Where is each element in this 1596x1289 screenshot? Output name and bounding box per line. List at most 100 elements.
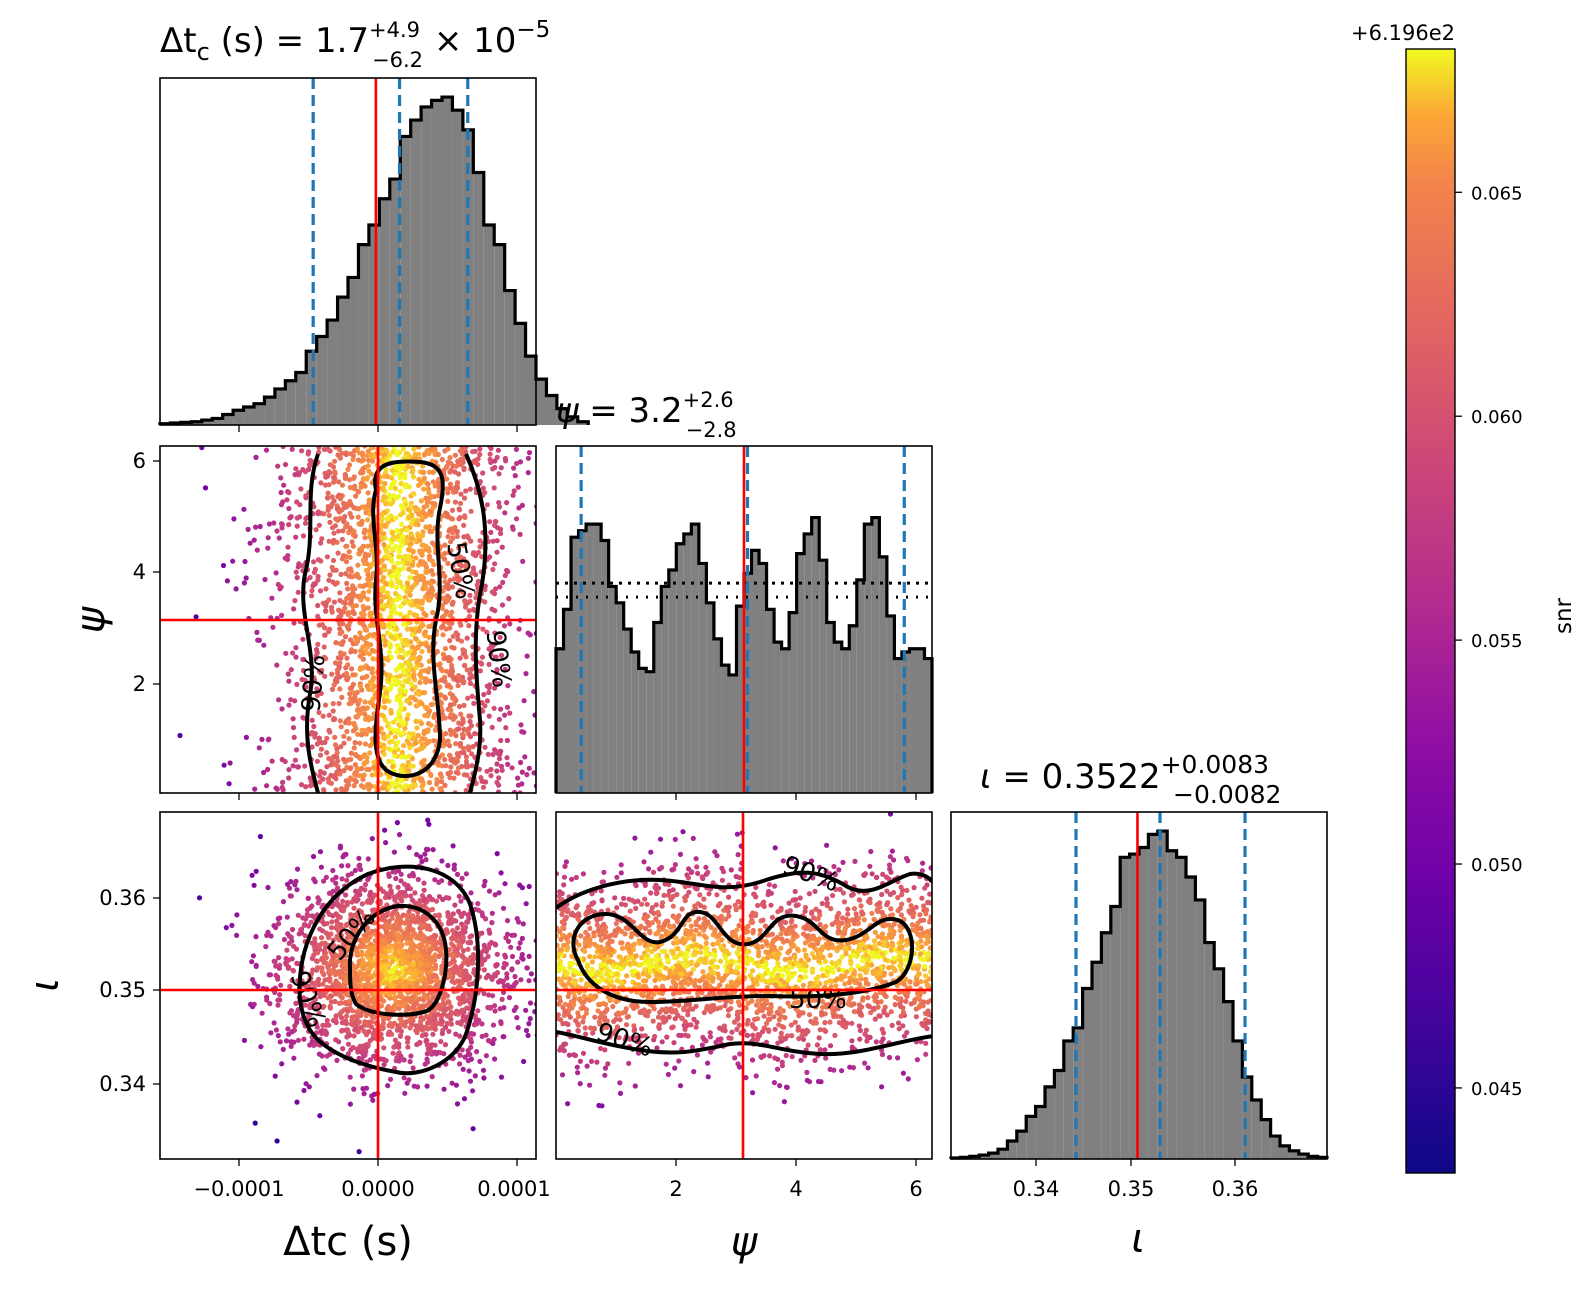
- sample-point: [458, 448, 463, 453]
- sample-point: [279, 502, 284, 507]
- sample-point: [315, 603, 320, 608]
- sample-point: [490, 993, 495, 998]
- sample-point: [330, 565, 335, 570]
- sample-point: [393, 876, 398, 881]
- sample-point: [414, 507, 419, 512]
- sample-point: [438, 786, 443, 791]
- sample-point: [350, 593, 355, 598]
- sample-point: [399, 872, 404, 877]
- sample-point: [393, 515, 398, 520]
- sample-point: [496, 500, 501, 505]
- sample-point: [331, 531, 336, 536]
- sample-point: [412, 778, 417, 783]
- sample-point: [299, 742, 304, 747]
- sample-point: [492, 591, 497, 596]
- sample-point: [348, 526, 353, 531]
- sample-point: [463, 604, 468, 609]
- sample-point: [344, 671, 349, 676]
- sample-point: [330, 610, 335, 615]
- sample-point: [454, 1009, 459, 1014]
- sample-point: [464, 773, 469, 778]
- sample-point: [315, 965, 320, 970]
- sample-point: [371, 962, 376, 967]
- sample-point: [407, 976, 412, 981]
- sample-point: [319, 747, 324, 752]
- sample-point: [399, 528, 404, 533]
- sample-point: [348, 1102, 353, 1107]
- sample-point: [521, 921, 526, 926]
- sample-point: [545, 521, 550, 526]
- psi-histogram-bar: [684, 534, 692, 793]
- sample-point: [469, 509, 474, 514]
- sample-point: [387, 895, 392, 900]
- sample-point: [425, 482, 430, 487]
- sample-point: [331, 708, 336, 713]
- sample-point: [434, 777, 439, 782]
- sample-point: [409, 627, 414, 632]
- sample-point: [389, 634, 394, 639]
- sample-point: [352, 696, 357, 701]
- sample-point: [534, 504, 539, 509]
- sample-point: [542, 992, 547, 997]
- sample-point: [234, 933, 239, 938]
- sample-point: [493, 1008, 498, 1013]
- sample-point: [419, 498, 424, 503]
- sample-point: [387, 785, 392, 790]
- sample-point: [242, 559, 247, 564]
- sample-point: [327, 729, 332, 734]
- sample-point: [568, 473, 573, 478]
- sample-point: [257, 745, 262, 750]
- sample-point: [442, 783, 447, 788]
- sample-point: [497, 756, 502, 761]
- sample-point: [353, 494, 358, 499]
- sample-point: [455, 925, 460, 930]
- sample-point: [421, 782, 426, 787]
- sample-point: [279, 490, 284, 495]
- sample-point: [411, 674, 416, 679]
- sample-point: [528, 1016, 533, 1021]
- sample-point: [430, 787, 435, 792]
- sample-point: [427, 970, 432, 975]
- sample-point: [228, 760, 233, 765]
- sample-point: [274, 570, 279, 575]
- sample-point: [386, 759, 391, 764]
- sample-point: [448, 914, 453, 919]
- sample-point: [540, 637, 545, 642]
- sample-point: [304, 1081, 309, 1086]
- sample-point: [513, 473, 518, 478]
- sample-point: [430, 572, 435, 577]
- dtc-psi-contour-label: 90%: [480, 629, 517, 690]
- sample-point: [486, 752, 491, 757]
- sample-point: [419, 859, 424, 864]
- sample-point: [405, 961, 410, 966]
- sample-point: [390, 764, 395, 769]
- sample-point: [391, 720, 396, 725]
- sample-point: [370, 562, 375, 567]
- psi-histogram-panel: ψ = 3.2+2.6−2.8: [556, 388, 932, 800]
- sample-point: [458, 492, 463, 497]
- sample-point: [294, 747, 299, 752]
- sample-point: [418, 559, 423, 564]
- sample-point: [293, 758, 298, 763]
- sample-point: [384, 448, 389, 453]
- sample-point: [477, 1059, 482, 1064]
- iota-x-tick-label: 0.34: [1013, 1177, 1060, 1201]
- sample-point: [496, 448, 501, 453]
- sample-point: [356, 489, 361, 494]
- sample-point: [518, 459, 523, 464]
- sample-point: [317, 779, 322, 784]
- iota-x-tick-label: 0.35: [1108, 1177, 1155, 1201]
- sample-point: [286, 767, 291, 772]
- sample-point: [445, 446, 450, 451]
- sample-point: [398, 489, 403, 494]
- sample-point: [495, 952, 500, 957]
- sample-point: [306, 896, 311, 901]
- sample-point: [381, 622, 386, 627]
- sample-point: [426, 451, 431, 456]
- sample-point: [296, 590, 301, 595]
- sample-point: [452, 866, 457, 871]
- sample-point: [574, 858, 579, 863]
- sample-point: [337, 992, 342, 997]
- sample-point: [401, 743, 406, 748]
- sample-point: [442, 1087, 447, 1092]
